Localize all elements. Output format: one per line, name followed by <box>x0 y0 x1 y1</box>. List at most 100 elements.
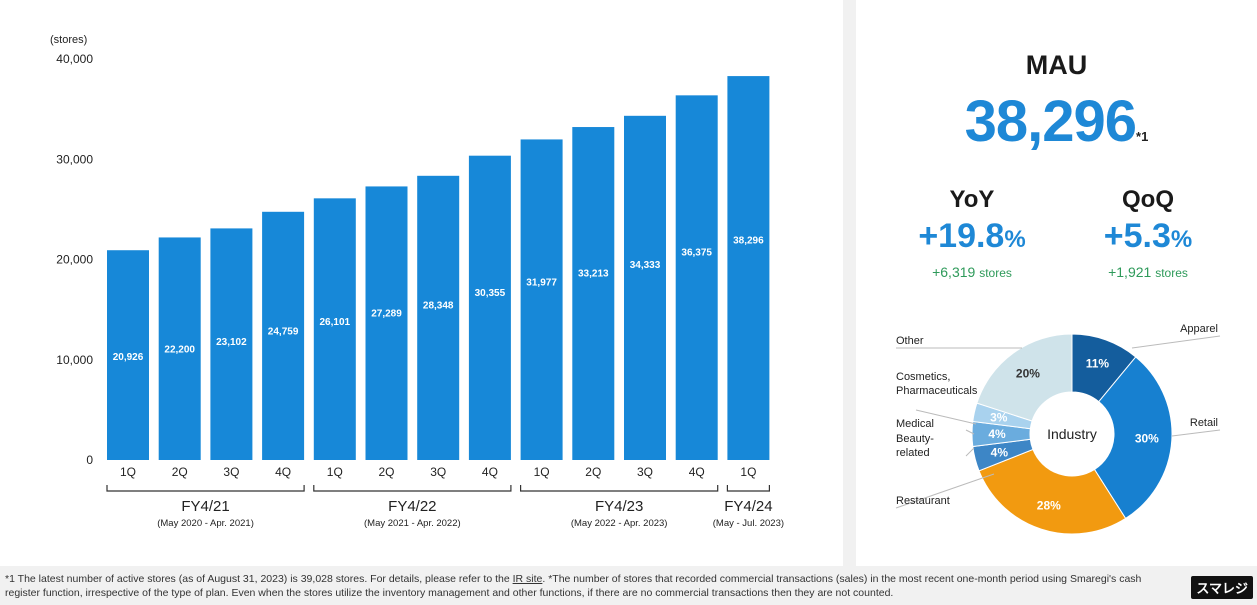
bar-value-label: 28,348 <box>423 300 454 311</box>
bar <box>675 95 718 460</box>
slice-category-label: Restaurant <box>896 495 950 507</box>
bar-chart: (stores) 0 10,000 20,000 30,000 40,000 20,926 1… <box>50 34 784 529</box>
yoy-stat: YoY +19.8% +6,319 stores <box>892 186 1052 280</box>
x-tick-label: 1Q <box>740 465 756 479</box>
slice-category-label: Medical <box>896 418 934 430</box>
bar <box>107 250 149 460</box>
mau-value: 38,296 <box>964 89 1137 154</box>
bar <box>417 175 460 461</box>
qoq-value: +5.3 <box>1103 217 1171 255</box>
x-tick-label: 2Q <box>585 465 601 479</box>
slice-percent-label: 30% <box>1135 432 1159 446</box>
bar-value-label: 34,333 <box>630 260 661 271</box>
qoq-sub-value: +1,921 <box>1108 264 1152 280</box>
slice-category-label: Beauty-related <box>896 433 934 459</box>
bar-value-label: 33,213 <box>578 269 609 280</box>
bar-value-label: 20,926 <box>113 352 144 363</box>
bar-value-label: 27,289 <box>371 308 402 319</box>
qoq-stat: QoQ +5.3% +1,921 stores <box>1068 186 1228 280</box>
group-bracket <box>313 485 512 492</box>
bar <box>313 198 356 461</box>
yoy-sub-unit: stores <box>979 266 1012 280</box>
bar-chart-panel: (stores) 0 10,000 20,000 30,000 40,000 20,926 1… <box>0 0 843 566</box>
group-bracket <box>520 485 719 492</box>
leader-line <box>1131 335 1221 349</box>
y-tick-label: 40,000 <box>56 52 93 66</box>
footnote-text-2: . *The number of stores that recorded co… <box>5 573 1142 599</box>
group-sub-label: (May - Jul. 2023) <box>713 518 784 529</box>
slice-percent-label: 3% <box>990 411 1008 425</box>
bar <box>262 211 305 460</box>
leader-line <box>1171 429 1221 437</box>
yoy-percent-sign: % <box>1004 226 1026 253</box>
y-tick-label: 0 <box>86 453 93 467</box>
bar <box>624 115 666 460</box>
ir-site-link[interactable]: IR site <box>512 573 543 585</box>
slice-category-label: Apparel <box>1180 323 1218 335</box>
industry-donut-chart: 11% 30% 28% 4% 4% 3% 20% Industry Apparel Retail R… <box>895 323 1221 535</box>
x-tick-label: 1Q <box>120 465 136 479</box>
qoq-label: QoQ <box>1122 186 1174 213</box>
mau-footnote-marker: *1 <box>1136 129 1149 144</box>
x-tick-label: 4Q <box>482 465 498 479</box>
donut-slice <box>1093 356 1173 520</box>
group-sub-label: (May 2022 - Apr. 2023) <box>571 518 668 529</box>
x-tick-label: 2Q <box>378 465 394 479</box>
bar-value-label: 24,759 <box>268 326 299 337</box>
y-axis-unit-label: (stores) <box>50 34 87 46</box>
group-bracket <box>726 485 770 492</box>
bar <box>468 155 511 460</box>
bar-value-label: 38,296 <box>733 236 764 247</box>
y-tick-label: 30,000 <box>56 152 93 166</box>
yoy-sub-value: +6,319 <box>932 264 976 280</box>
bar <box>727 76 770 460</box>
yoy-sub: +6,319 stores <box>892 264 1052 280</box>
qoq-value-container: +5.3% <box>1068 218 1228 258</box>
bar <box>520 139 563 460</box>
group-sub-label: (May 2020 - Apr. 2021) <box>157 518 254 529</box>
leader-line <box>895 473 995 509</box>
footnote: *1 The latest number of active stores (a… <box>5 572 1165 600</box>
x-tick-label: 1Q <box>534 465 550 479</box>
slice-percent-label: 20% <box>1016 366 1040 380</box>
donut-slice <box>978 448 1127 535</box>
slice-category-label: Other <box>896 335 924 347</box>
mau-title: MAU <box>1025 50 1088 80</box>
x-tick-label: 4Q <box>689 465 705 479</box>
x-tick-label: 3Q <box>223 465 239 479</box>
bar <box>158 237 201 460</box>
bar-value-label: 30,355 <box>475 288 506 299</box>
qoq-sub: +1,921 stores <box>1068 264 1228 280</box>
x-tick-label: 2Q <box>172 465 188 479</box>
slice-percent-label: 4% <box>988 427 1006 441</box>
bar <box>365 186 408 460</box>
mau-panel: MAU 38,296*1 YoY +19.8% +6,319 stores Qo… <box>856 0 1257 566</box>
x-tick-label: 3Q <box>430 465 446 479</box>
group-label: FY4/22 <box>388 498 436 515</box>
bar-value-label: 23,102 <box>216 337 247 348</box>
group-bracket <box>106 485 305 492</box>
slice-percent-label: 28% <box>1037 498 1061 512</box>
donut-center-label: Industry <box>1047 426 1097 442</box>
bar-value-label: 36,375 <box>681 248 712 259</box>
x-tick-label: 3Q <box>637 465 653 479</box>
mau-value-container: 38,296*1 <box>856 88 1257 155</box>
bar-value-label: 22,200 <box>164 344 195 355</box>
slice-category-label: Retail <box>1190 417 1218 429</box>
bar-value-label: 26,101 <box>320 317 351 328</box>
y-tick-label: 20,000 <box>56 253 93 267</box>
yoy-value-container: +19.8% <box>892 218 1052 258</box>
qoq-percent-sign: % <box>1170 226 1193 253</box>
yoy-value: +19.8 <box>918 217 1005 255</box>
bar <box>210 228 253 460</box>
group-label: FY4/24 <box>724 498 772 515</box>
group-label: FY4/21 <box>181 498 229 515</box>
x-tick-label: 4Q <box>275 465 291 479</box>
slice-category-label: Cosmetics, Pharmaceuticals <box>896 371 978 397</box>
slice-percent-label: 4% <box>991 446 1009 460</box>
qoq-sub-unit: stores <box>1155 266 1188 280</box>
leader-line <box>915 409 977 425</box>
bar <box>572 127 615 460</box>
y-tick-label: 10,000 <box>56 353 93 367</box>
yoy-label: YoY <box>949 186 995 213</box>
